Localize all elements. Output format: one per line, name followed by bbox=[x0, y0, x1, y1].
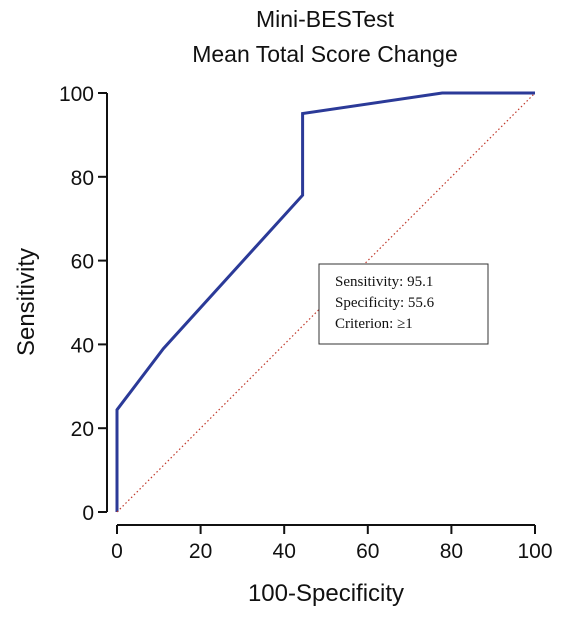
x-tick-label: 40 bbox=[273, 540, 296, 563]
title-line-1: Mini-BESTest bbox=[256, 6, 395, 32]
criterion-sensitivity-text: Sensitivity: 95.1 bbox=[335, 274, 433, 290]
criterion-threshold-text: Criterion: ≥1 bbox=[335, 316, 413, 332]
criterion-box-frame bbox=[318, 263, 489, 345]
criterion-specificity-text: Specificity: 55.6 bbox=[335, 295, 435, 311]
title-line-2: Mean Total Score Change bbox=[192, 41, 458, 67]
y-tick-label: 60 bbox=[71, 251, 94, 274]
y-tick-label: 100 bbox=[59, 83, 94, 106]
criterion-box: Sensitivity: 95.1 Specificity: 55.6 Crit… bbox=[318, 263, 489, 345]
x-tick-label: 60 bbox=[356, 540, 379, 563]
y-tick-label: 80 bbox=[71, 167, 94, 190]
y-tick-label: 20 bbox=[71, 418, 94, 441]
reference-diagonal-line bbox=[116, 92, 536, 513]
x-tick-label: 80 bbox=[440, 540, 463, 563]
x-tick-label: 0 bbox=[111, 540, 123, 563]
roc-curve-line bbox=[115, 91, 535, 512]
y-axis-label: Sensitivity bbox=[13, 248, 40, 356]
y-tick-label: 0 bbox=[82, 502, 94, 525]
chart-title: Mini-BESTest Mean Total Score Change bbox=[192, 6, 458, 67]
x-tick-label: 100 bbox=[517, 540, 552, 563]
x-axis-label: 100-Specificity bbox=[248, 580, 404, 607]
plot-area: 0 20 40 60 80 100 0 20 40 60 80 100 bbox=[59, 83, 553, 563]
y-tick-label: 40 bbox=[71, 334, 94, 357]
x-tick-label: 20 bbox=[189, 540, 212, 563]
